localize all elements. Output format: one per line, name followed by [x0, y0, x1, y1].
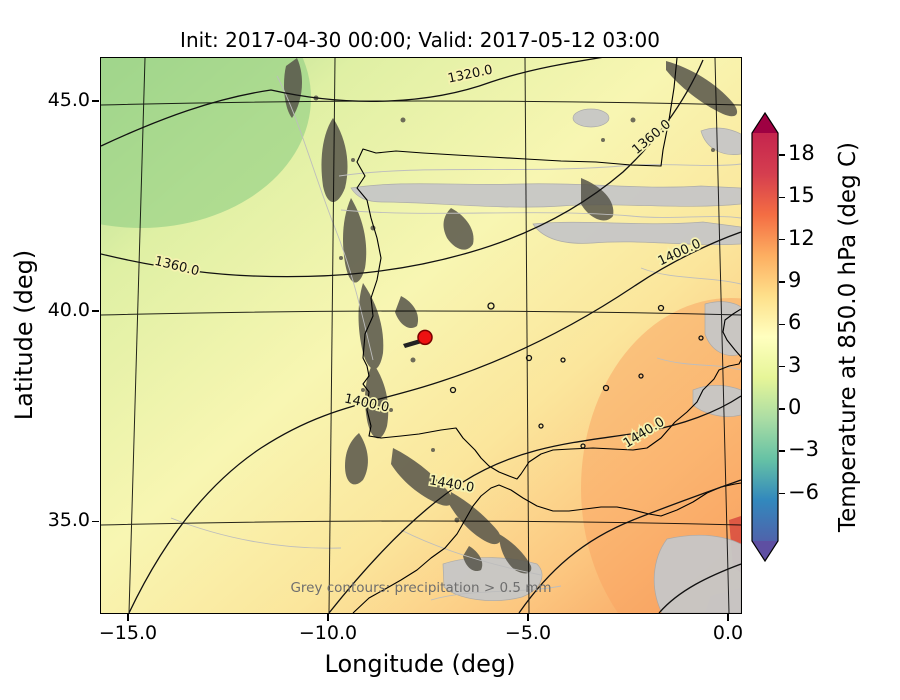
x-tick-mark	[327, 613, 329, 621]
x-tick-label: 0.0	[712, 622, 744, 644]
map-plot-area: 1320.0 1360.0 1360.0 1400.0 1400.0 1440.…	[100, 57, 742, 614]
contour-extra-2	[658, 563, 741, 613]
contour-1400	[128, 231, 741, 613]
colorbar-tick-label: 12	[788, 225, 815, 250]
colorbar-tick-mark	[779, 238, 785, 241]
colorbar-gradient	[752, 133, 778, 541]
colorbar-tick-label: 0	[788, 394, 802, 419]
colorbar-tick-mark	[779, 365, 785, 368]
marker-smudge	[403, 339, 422, 348]
x-axis-label: Longitude (deg)	[324, 650, 516, 678]
colorbar	[751, 112, 779, 563]
colorbar-label: Temperature at 850.0 hPa (deg C)	[835, 141, 861, 533]
x-tick-mark	[527, 613, 529, 621]
colorbar-tick-label: 15	[788, 183, 815, 208]
y-tick-label: 45.0	[47, 89, 90, 112]
precipitation-light-shading	[350, 108, 741, 613]
colorbar-tick-label: 3	[788, 352, 802, 377]
x-tick-mark	[727, 613, 729, 621]
contour-1440	[328, 395, 741, 613]
colorbar-tick-mark	[779, 196, 785, 199]
colorbar-extend-over	[752, 113, 778, 133]
y-tick-mark	[91, 310, 99, 312]
colorbar-tick-label: 9	[788, 267, 802, 292]
colorbar-tick-label: 6	[788, 310, 802, 335]
colorbar-tick-mark	[779, 323, 785, 325]
y-tick-mark	[91, 100, 99, 102]
coastlines	[352, 58, 741, 613]
colorbar-tick-mark	[779, 492, 785, 495]
location-marker	[417, 329, 433, 346]
colorbar-tick-label: 18	[788, 141, 815, 166]
colorbar-tick-mark	[779, 408, 785, 410]
contour-1360	[101, 59, 704, 278]
y-tick-label: 35.0	[47, 509, 90, 532]
x-tick-label: −15.0	[98, 622, 158, 644]
colorbar-tick-mark	[779, 154, 785, 156]
x-tick-label: −5.0	[504, 622, 552, 644]
y-tick-label: 40.0	[47, 299, 90, 322]
x-tick-label: −10.0	[298, 622, 358, 644]
contour-extra-1	[518, 479, 741, 613]
colorbar-tick-mark	[779, 281, 785, 283]
colorbar-outline	[751, 112, 779, 563]
precip-note: Grey contours: precipitation > 0.5 mm	[290, 580, 551, 596]
geopotential-contours	[101, 58, 741, 613]
grey-minor-contours	[170, 75, 741, 601]
colorbar-tick-label: −6	[788, 479, 819, 504]
temperature-extra-shading	[101, 58, 741, 613]
precipitation-dark-shading	[284, 58, 738, 574]
colorbar-tick-label: −3	[788, 437, 819, 462]
graticule	[101, 58, 741, 613]
colorbar-tick-mark	[779, 450, 785, 452]
y-axis-label: Latitude (deg)	[10, 249, 38, 421]
x-tick-mark	[127, 613, 129, 621]
plot-title: Init: 2017-04-30 00:00; Valid: 2017-05-1…	[180, 28, 660, 52]
map-svg: 1320.0 1360.0 1360.0 1400.0 1400.0 1440.…	[101, 58, 741, 613]
contour-1320	[101, 58, 603, 147]
y-tick-mark	[91, 520, 99, 522]
colorbar-extend-under	[752, 541, 778, 561]
